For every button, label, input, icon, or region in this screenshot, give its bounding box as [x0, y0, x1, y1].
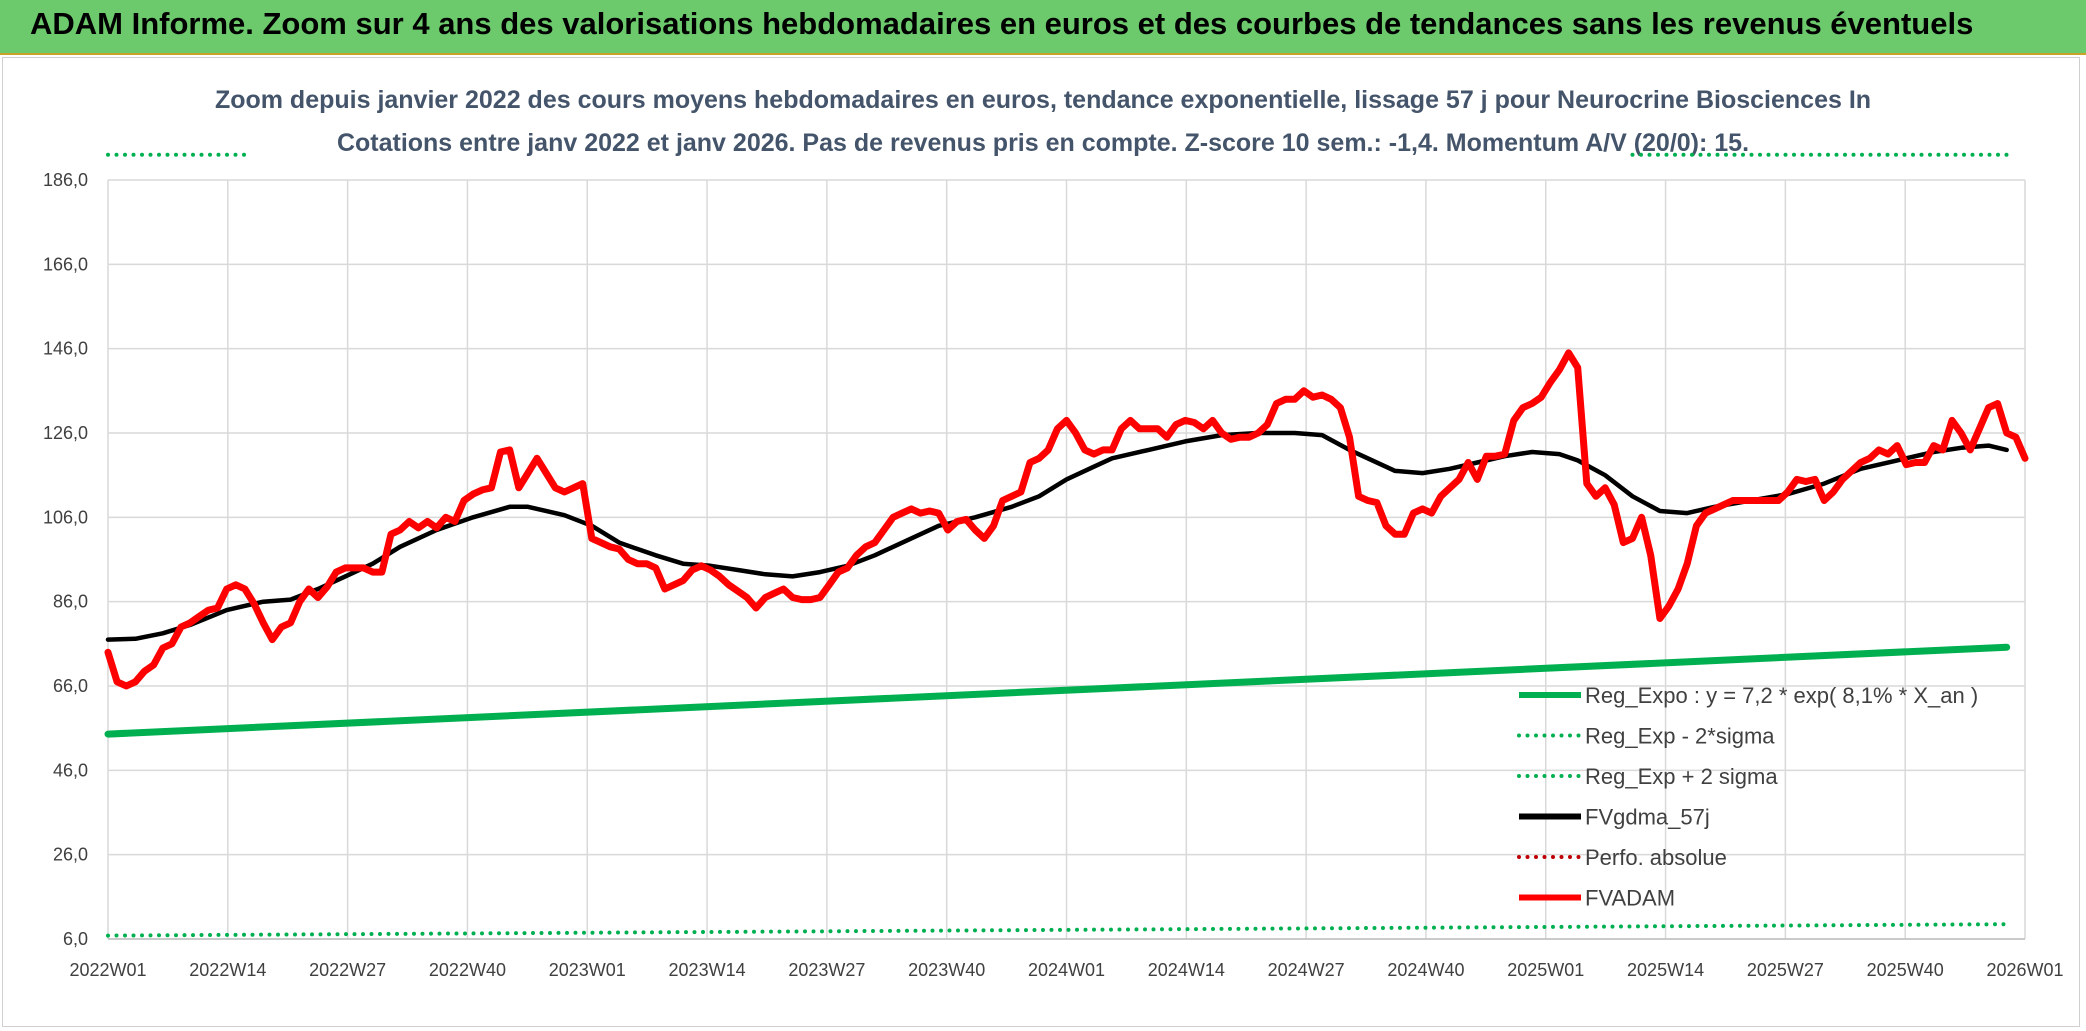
y-tick-label: 66,0: [53, 676, 88, 696]
x-tick-label: 2023W14: [669, 960, 746, 980]
x-tick-label: 2025W27: [1747, 960, 1824, 980]
y-tick-label: 126,0: [43, 423, 88, 443]
axes: 6,0 26,0 46,0 66,0 86,0 106,0 126,0 146,0 166,0 1…: [43, 170, 2064, 980]
y-tick-label: 146,0: [43, 339, 88, 359]
y-tick-label: 26,0: [53, 845, 88, 865]
y-tick-label: 86,0: [53, 592, 88, 612]
legend-label: Reg_Exp + 2 sigma: [1585, 764, 1778, 789]
legend-label: Reg_Exp - 2*sigma: [1585, 724, 1775, 749]
series: [104, 152, 2029, 938]
x-tick-label: 2025W14: [1627, 960, 1704, 980]
legend-label: FVADAM: [1585, 886, 1675, 911]
y-tick-label: 166,0: [43, 254, 88, 274]
x-tick-label: 2025W40: [1867, 960, 1944, 980]
x-tick-label: 2022W40: [429, 960, 506, 980]
x-tick-label: 2023W01: [549, 960, 626, 980]
x-tick-label: 2022W01: [69, 960, 146, 980]
chart-title-line1: Zoom depuis janvier 2022 des cours moyen…: [215, 86, 1871, 114]
legend-label: FVgdma_57j: [1585, 805, 1710, 830]
grid: [107, 179, 2026, 940]
series-fvadam: [104, 349, 2029, 690]
x-tick-label: 2022W14: [189, 960, 266, 980]
y-tick-label: 6,0: [63, 929, 88, 949]
report-title: ADAM Informe. Zoom sur 4 ans des valoris…: [30, 6, 1974, 41]
x-tick-label: 2022W27: [309, 960, 386, 980]
y-tick-label: 46,0: [53, 760, 88, 780]
x-tick-label: 2023W40: [908, 960, 985, 980]
legend: Reg_Expo : y = 7,2 * exp( 8,1% * X_an ) R…: [1517, 683, 1978, 911]
x-tick-label: 2024W27: [1268, 960, 1345, 980]
legend-label: Reg_Expo : y = 7,2 * exp( 8,1% * X_an ): [1585, 683, 1978, 708]
y-tick-label: 106,0: [43, 507, 88, 527]
legend-label: Perfo. absolue: [1585, 845, 1727, 870]
x-tick-label: 2025W01: [1507, 960, 1584, 980]
x-tick-label: 2024W40: [1387, 960, 1464, 980]
x-tick-label: 2026W01: [1986, 960, 2063, 980]
x-tick-label: 2024W14: [1148, 960, 1225, 980]
series-reg-exp-2-sigma: [106, 922, 2009, 938]
x-tick-label: 2024W01: [1028, 960, 1105, 980]
series-reg-expo-y-7-2-exp-8-1-x-an: [104, 643, 2011, 738]
x-tick-label: 2023W27: [788, 960, 865, 980]
chart-frame: [2, 57, 2080, 1027]
chart-title-line2: Cotations entre janv 2022 et janv 2026. …: [337, 129, 1749, 157]
report-banner: ADAM Informe. Zoom sur 4 ans des valoris…: [0, 0, 2086, 55]
y-tick-label: 186,0: [43, 170, 88, 190]
series-fvgdma-57j: [105, 430, 2009, 642]
